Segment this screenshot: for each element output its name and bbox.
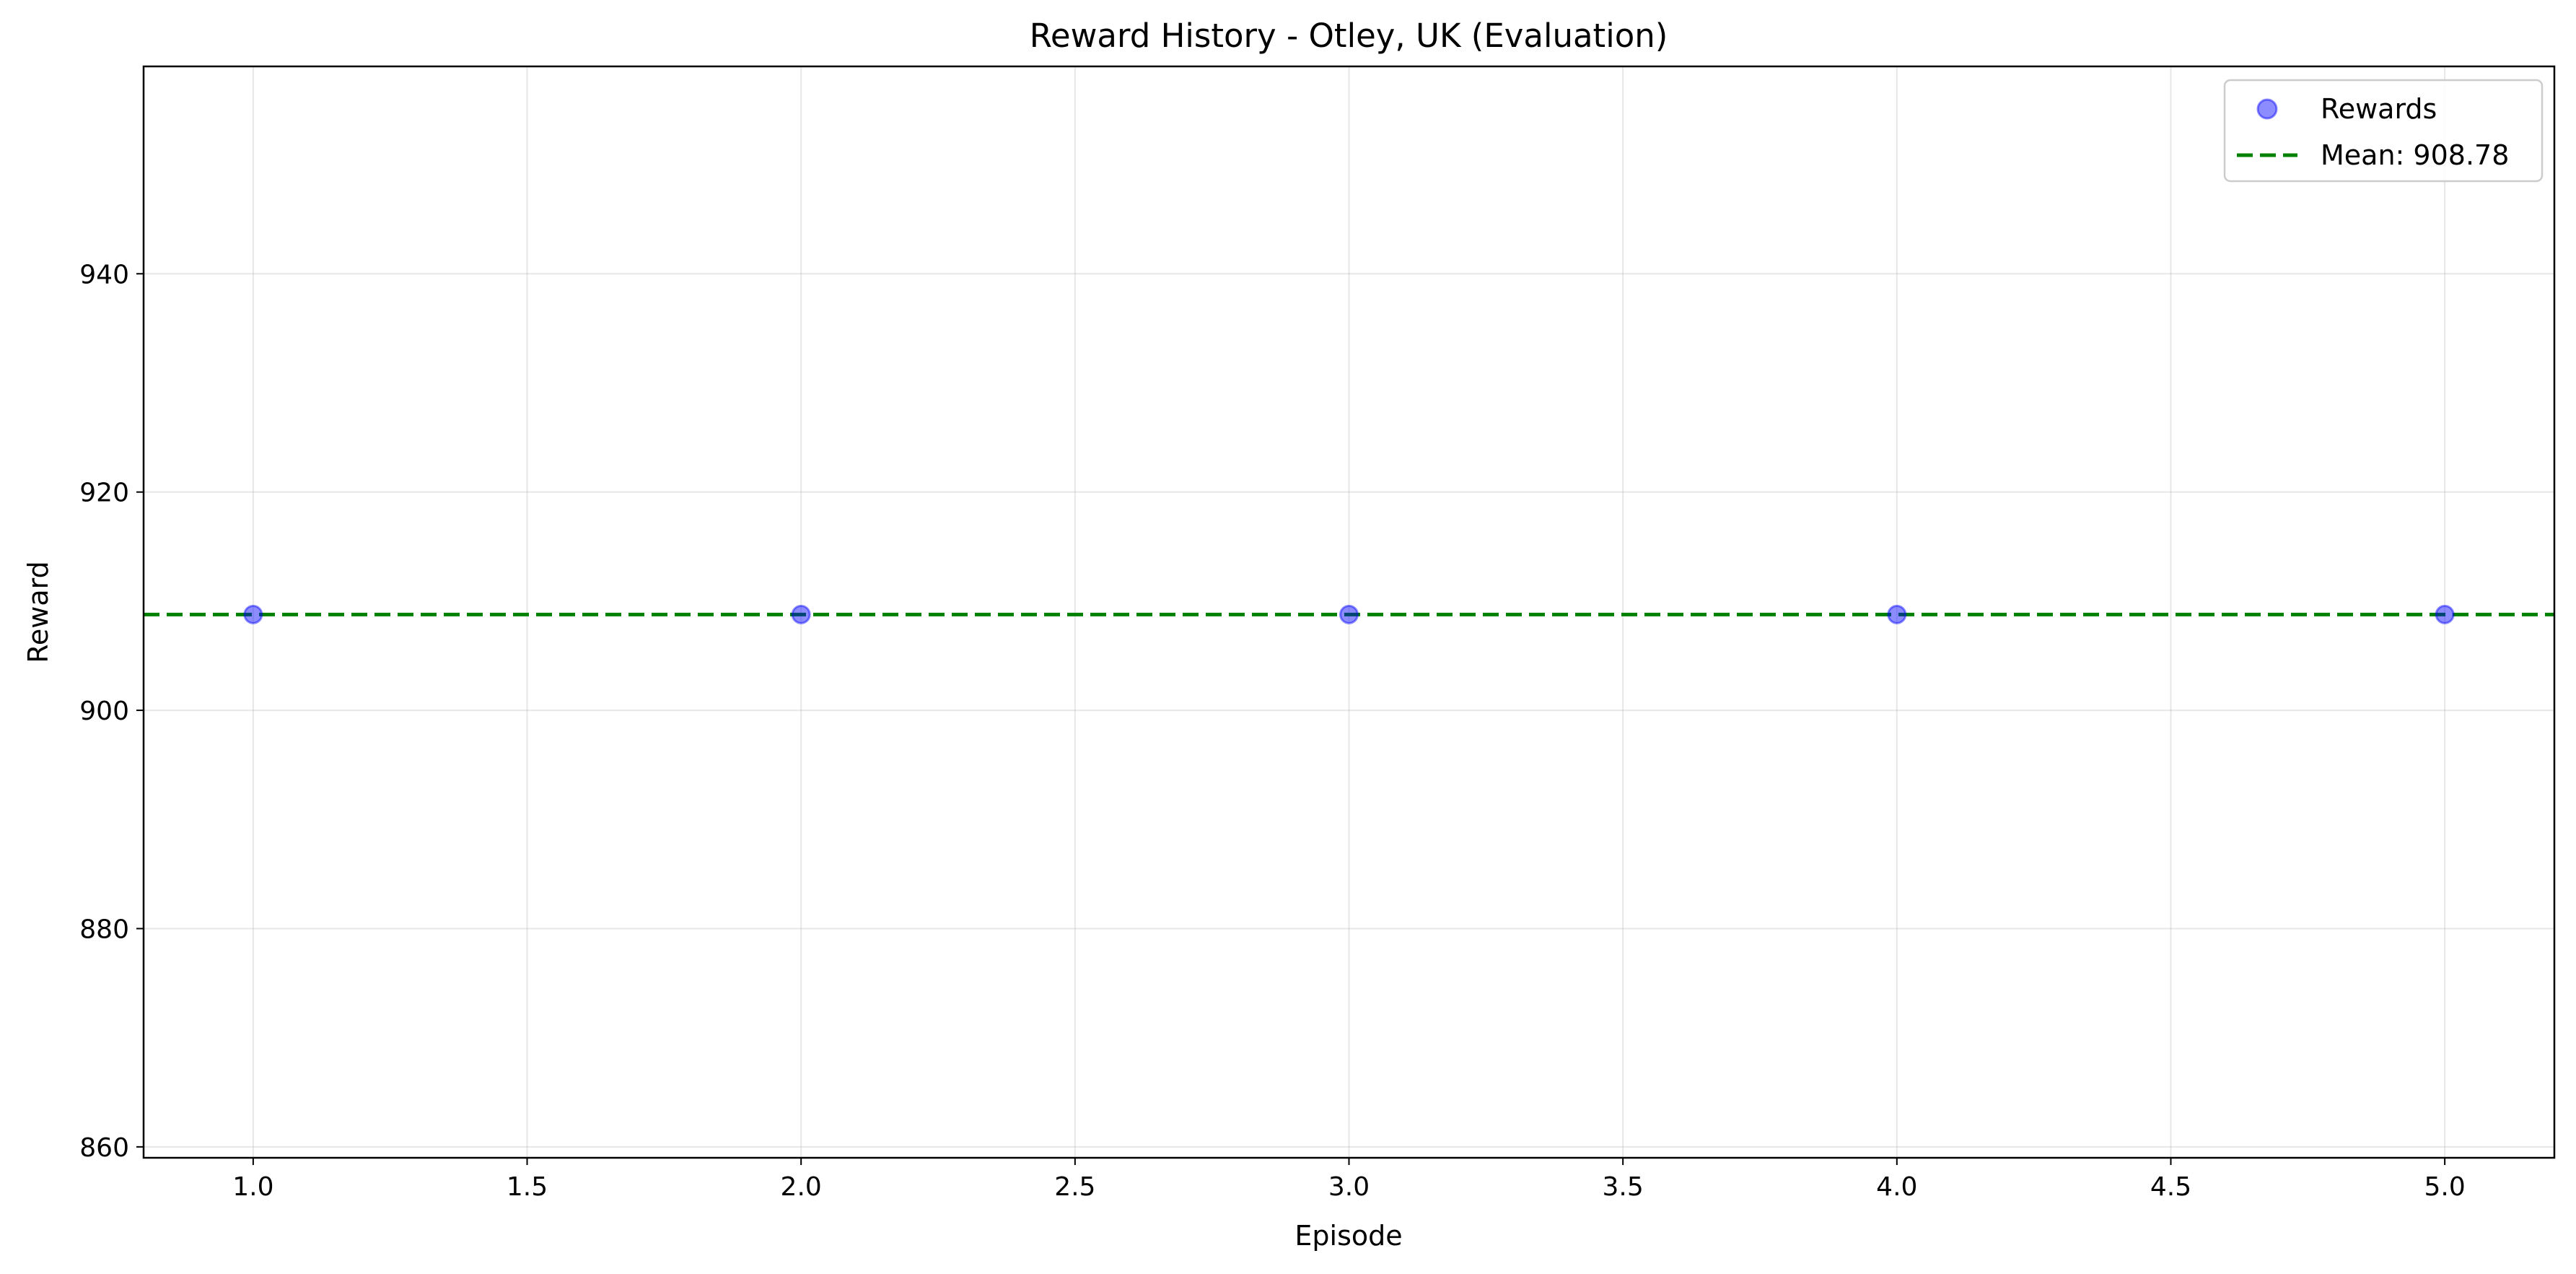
- y-tick-label: 920: [79, 479, 129, 508]
- reward-point: [243, 604, 263, 624]
- x-tick-label: 4.5: [2150, 1172, 2191, 1202]
- legend-mean-label: Mean: 908.78: [2321, 139, 2509, 171]
- x-axis-ticks: 1.0 1.5 2.0 2.5 3.0 3.5 4.0 4.5 5.0: [232, 1158, 2466, 1202]
- y-axis-ticks: 860 880 900 920 940: [79, 260, 144, 1163]
- x-tick-label: 2.0: [781, 1172, 822, 1202]
- grid: [144, 66, 2554, 1158]
- x-tick-label: 1.5: [507, 1172, 548, 1202]
- reward-point: [1339, 604, 1359, 624]
- legend-box: [2223, 79, 2544, 183]
- reward-point: [791, 604, 811, 624]
- y-tick-label: 940: [79, 260, 129, 289]
- y-tick-label: 900: [79, 697, 129, 726]
- y-tick-label: 860: [79, 1133, 129, 1163]
- x-tick-label: 3.5: [1603, 1172, 1644, 1202]
- y-tick-label: 880: [79, 915, 129, 944]
- x-tick-label: 5.0: [2424, 1172, 2466, 1202]
- legend-rewards-label: Rewards: [2321, 93, 2437, 125]
- chart-title: Reward History - Otley, UK (Evaluation): [1030, 17, 1668, 55]
- x-tick-label: 2.5: [1054, 1172, 1095, 1202]
- x-tick-label: 4.0: [1876, 1172, 1917, 1202]
- data-points: [243, 604, 2455, 624]
- legend: Rewards Mean: 908.78: [2223, 79, 2544, 183]
- reward-point: [2435, 604, 2455, 624]
- x-tick-label: 3.0: [1328, 1172, 1370, 1202]
- x-axis-label: Episode: [1294, 1220, 1402, 1252]
- y-axis-label: Reward: [22, 561, 54, 663]
- reward-point: [1887, 604, 1907, 624]
- legend-rewards-marker: [2256, 98, 2278, 120]
- x-tick-label: 1.0: [232, 1172, 273, 1202]
